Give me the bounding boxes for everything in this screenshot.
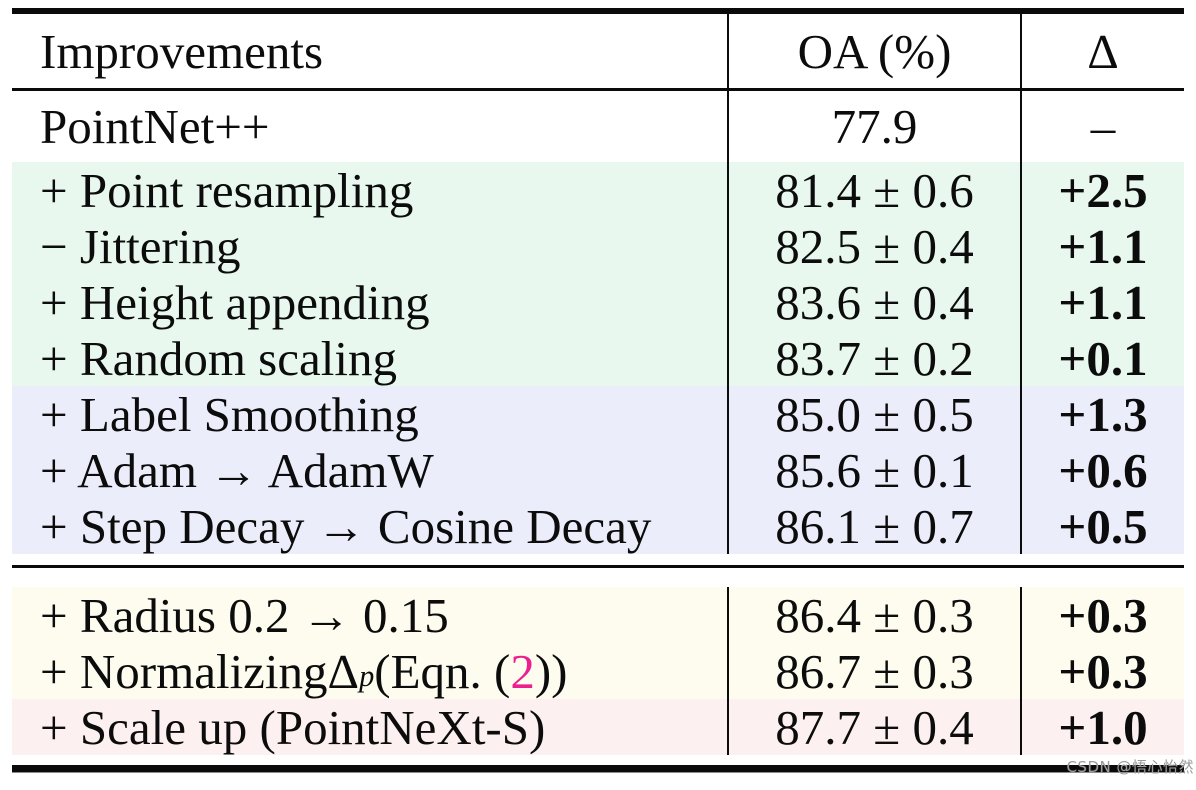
improvement-cell: − Jittering [40,218,241,274]
improvement-text-part: )) [534,643,568,699]
oa-value-cell: 81.4 ± 0.6 [727,162,1020,218]
oa-value-cell: 86.4 ± 0.3 [727,587,1020,643]
improvement-cell: + Adam → AdamW [40,442,434,498]
delta-value-cell: +2.5 [1020,162,1184,218]
header-delta: Δ [1020,14,1184,88]
oa-value-cell: 85.6 ± 0.1 [727,442,1020,498]
oa-value-cell: 87.7 ± 0.4 [727,699,1020,755]
table-body: PointNet++ 77.9 – + Point resampling 81.… [12,91,1184,755]
delta-value-cell: +1.1 [1020,274,1184,330]
oa-value-cell: 85.0 ± 0.5 [727,386,1020,442]
bottom-spacer [12,755,1184,765]
table-top-rule [12,8,1184,14]
csdn-watermark: CSDN @悟心怡然 [1066,758,1194,776]
delta-value-cell: +0.3 [1020,587,1184,643]
table-row: + Radius 0.2 → 0.15 86.4 ± 0.3 +0.3 [12,587,1184,643]
oa-value-cell: 82.5 ± 0.4 [727,218,1020,274]
section-rule [12,565,1184,568]
table-row: − Jittering 82.5 ± 0.4 +1.1 [12,218,1184,274]
improvement-text-part: Δ [327,643,360,699]
table-row: + Scale up (PointNeXt-S) 87.7 ± 0.4 +1.0 [12,699,1184,755]
delta-value-cell: – [1020,91,1184,162]
table-row: + Step Decay → Cosine Decay 86.1 ± 0.7 +… [12,498,1184,554]
header-rule [12,88,1184,91]
oa-value-cell: 86.1 ± 0.7 [727,498,1020,554]
oa-value-cell: 86.7 ± 0.3 [727,643,1020,699]
improvement-cell: PointNet++ [40,99,270,154]
equation-link-number: 2 [510,643,535,699]
delta-value-cell: +0.1 [1020,330,1184,386]
table-row: + Height appending 83.6 ± 0.4 +1.1 [12,274,1184,330]
delta-value-cell: +0.5 [1020,498,1184,554]
table-row: PointNet++ 77.9 – [12,91,1184,162]
table-row: + Label Smoothing 85.0 ± 0.5 +1.3 [12,386,1184,442]
improvement-cell: + Scale up (PointNeXt-S) [40,699,546,755]
oa-value-cell: 83.7 ± 0.2 [727,330,1020,386]
improvement-cell: + Step Decay → Cosine Decay [40,498,652,554]
improvement-cell: + Random scaling [40,330,397,386]
delta-value-cell: +1.1 [1020,218,1184,274]
oa-value-cell: 77.9 [727,91,1020,162]
improvement-cell: + Label Smoothing [40,386,419,442]
delta-value-cell: +1.0 [1020,699,1184,755]
header-improvements: Improvements [40,23,324,79]
table-row: + Point resampling 81.4 ± 0.6 +2.5 [12,162,1184,218]
table-row: + Random scaling 83.7 ± 0.2 +0.1 [12,330,1184,386]
improvement-text-part: + Normalizing [40,643,328,699]
oa-value-cell: 83.6 ± 0.4 [727,274,1020,330]
improvement-cell: + Height appending [40,274,430,330]
header-oa: OA (%) [727,14,1020,88]
table-header-row: Improvements OA (%) Δ [12,14,1184,88]
improvement-cell: + Radius 0.2 → 0.15 [40,587,449,643]
delta-value-cell: +1.3 [1020,386,1184,442]
improvement-cell: + Point resampling [40,162,414,218]
delta-value-cell: +0.3 [1020,643,1184,699]
table-row: + Adam → AdamW 85.6 ± 0.1 +0.6 [12,442,1184,498]
improvement-text-part: (Eqn. ( [374,643,511,699]
section-spacer [12,554,1184,565]
ablation-table: Improvements OA (%) Δ PointNet++ 77.9 – … [12,8,1184,773]
table-bottom-rule [12,765,1184,773]
delta-value-cell: +0.6 [1020,442,1184,498]
section-spacer [12,568,1184,587]
